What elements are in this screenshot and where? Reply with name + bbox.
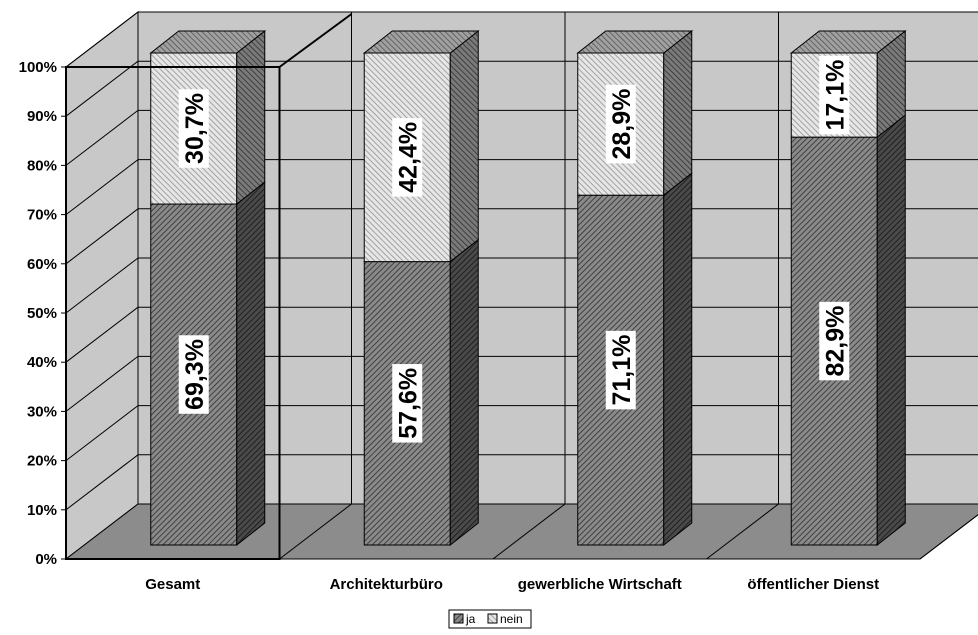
y-tick-label: 30%: [27, 403, 57, 420]
y-tick-label: 0%: [35, 551, 57, 568]
bar-side-face: [236, 29, 266, 206]
y-tick-label: 70%: [27, 207, 57, 224]
value-label-bg: [392, 364, 423, 443]
chart-legend: ja nein: [448, 609, 532, 629]
bar-top-face: [149, 30, 267, 54]
side-gridline: [65, 454, 139, 511]
bar-top-face: [789, 30, 907, 54]
value-label-bg: [178, 335, 209, 414]
y-tick-label: 20%: [27, 453, 57, 470]
value-label-bg: [392, 118, 423, 197]
y-tick-label: 80%: [27, 157, 57, 174]
floor-divider: [492, 503, 566, 560]
side-gridline: [65, 356, 139, 412]
side-gridline: [65, 208, 139, 265]
bar-side-face: [663, 172, 693, 547]
value-label-group: 28,9%: [605, 84, 636, 164]
value-label-bg: [178, 89, 209, 168]
legend-swatch-nein: [487, 613, 498, 624]
bar-top-face: [362, 30, 480, 54]
y-tick-label: 40%: [27, 354, 57, 371]
value-label: 82,9%: [821, 306, 849, 377]
category-label: Gesamt: [145, 576, 200, 593]
value-label-bg: [819, 301, 850, 381]
legend-swatch-ja: [453, 613, 464, 624]
selected-frame-edge: [278, 13, 353, 68]
bar-side-face: [449, 238, 479, 547]
value-label-group: 42,4%: [392, 118, 423, 197]
y-tick-label: 60%: [27, 256, 57, 273]
side-gridline: [65, 60, 139, 117]
value-label: 71,1%: [608, 335, 636, 406]
bar-side-face: [663, 29, 693, 197]
value-label: 17,1%: [821, 60, 849, 131]
legend-label-ja: ja: [465, 612, 476, 626]
bar-top-face: [576, 30, 694, 54]
y-tick-label: 100%: [19, 59, 57, 76]
value-label-group: 71,1%: [605, 330, 636, 410]
floor-right-edge: [919, 514, 978, 560]
category-label: öffentlicher Dienst: [747, 576, 879, 593]
side-gridline: [65, 257, 139, 314]
value-label: 28,9%: [608, 89, 636, 160]
value-label: 30,7%: [181, 93, 209, 164]
y-tick-label: 10%: [27, 502, 57, 519]
y-tick-label: 50%: [27, 305, 57, 322]
value-label-bg: [605, 84, 636, 164]
side-gridline: [65, 405, 139, 461]
value-label: 57,6%: [394, 368, 422, 439]
bar-side-face: [876, 114, 906, 547]
value-label-group: 30,7%: [178, 89, 209, 168]
value-label-bg: [605, 330, 636, 410]
chart-walls: 0% 10% 20% 30% 40% 50% 60% 70% 80% 90% 100%: [19, 10, 978, 568]
value-label-bg: [819, 55, 850, 135]
side-gridline: [65, 159, 139, 215]
bar-side-face: [236, 181, 266, 547]
chart-labels: 69,3% 30,7% Gesamt 57,6% 42,4% Architekturbür…: [65, 13, 879, 593]
y-tick-label: 90%: [27, 108, 57, 125]
bar-side-face: [449, 29, 479, 263]
floor-divider: [279, 503, 352, 560]
value-label-group: 57,6%: [392, 364, 423, 443]
category-label: gewerbliche Wirtschaft: [518, 576, 682, 593]
floor-divider: [706, 503, 779, 560]
category-label: Architekturbüro: [330, 576, 443, 593]
side-gridline: [65, 11, 139, 68]
legend-label-nein: nein: [500, 612, 523, 626]
value-label-group: 17,1%: [819, 55, 850, 135]
value-label: 42,4%: [394, 122, 422, 193]
side-gridline: [65, 306, 139, 363]
side-gridline: [65, 110, 139, 166]
value-label-group: 69,3%: [178, 335, 209, 414]
value-label: 69,3%: [181, 339, 209, 410]
selected-category-frame: [65, 66, 281, 560]
value-label-group: 82,9%: [819, 301, 850, 381]
